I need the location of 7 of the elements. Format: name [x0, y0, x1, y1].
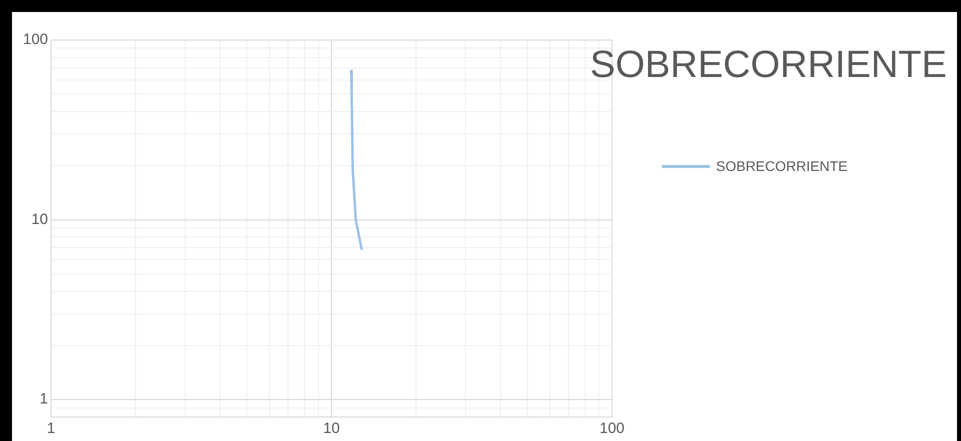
text: SOBRECORRIENTE — [590, 44, 947, 87]
legend-label: SOBRECORRIENTE — [716, 158, 848, 174]
y-tick-label: 1 — [40, 390, 48, 408]
x-tick-label: 10 — [323, 420, 340, 438]
y-tick-label: 10 — [31, 210, 48, 228]
y-tick-label: 100 — [22, 31, 48, 48]
x-tick-label: 100 — [599, 420, 625, 438]
